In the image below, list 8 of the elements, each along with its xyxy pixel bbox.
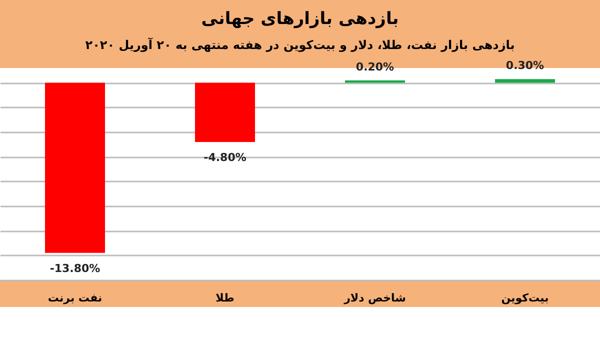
chart-title: بازدهی بازارهای جهانی <box>201 9 399 30</box>
x-tick-label: بیت‌کوین <box>501 292 549 304</box>
data-label: -13.80% <box>50 262 100 275</box>
chart-subtitle: بازدهی بازار نفت، طلا، دلار و بیت‌کوین در هفته منتهی به ۲۰ آوریل ۲۰۲۰ <box>85 37 515 52</box>
x-tick-label: طلا <box>216 292 234 304</box>
x-tick-label: نفت برنت <box>48 292 102 304</box>
x-tick-label: شاخص دلار <box>343 292 406 304</box>
data-label: -4.80% <box>204 150 246 164</box>
